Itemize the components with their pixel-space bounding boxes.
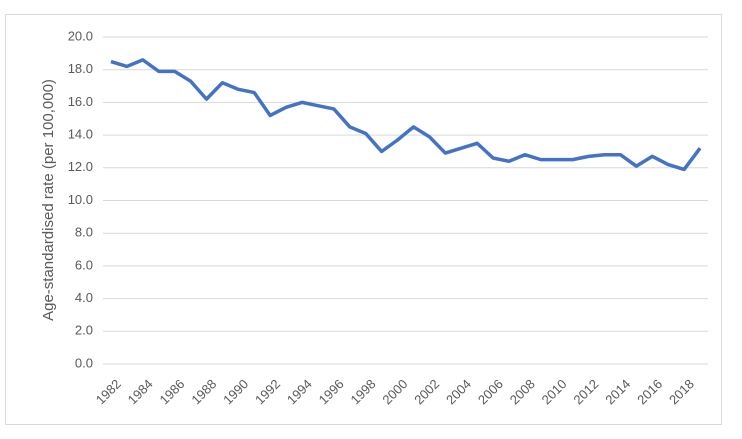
chart-border (5, 14, 722, 425)
y-tick-label: 10.0 (68, 192, 93, 207)
y-tick-label: 12.0 (68, 159, 93, 174)
data-line (110, 58, 702, 172)
y-tick-label: 0.0 (75, 355, 93, 370)
y-tick-label: 16.0 (68, 94, 93, 109)
y-tick-label: 20.0 (68, 28, 93, 43)
y-tick-label: 14.0 (68, 127, 93, 142)
y-tick-label: 2.0 (75, 323, 93, 338)
y-tick-label: 8.0 (75, 225, 93, 240)
y-tick-label: 4.0 (75, 290, 93, 305)
y-tick-label: 6.0 (75, 257, 93, 272)
y-tick-label: 18.0 (68, 61, 93, 76)
y-axis-label: Age-standardised rate (per 100,000) (40, 79, 57, 321)
